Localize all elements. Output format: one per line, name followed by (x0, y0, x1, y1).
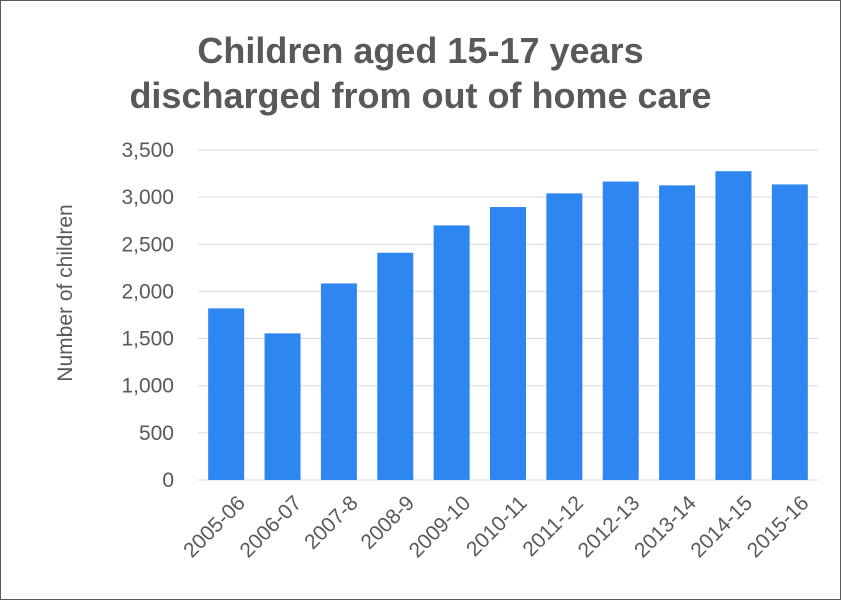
x-tick-labels: 2005-062006-072007-82008-92009-102010-11… (179, 491, 813, 562)
chart-title-line-2: discharged from out of home care (129, 75, 712, 116)
x-tick-label: 2013-14 (630, 491, 701, 562)
bar (320, 283, 357, 480)
y-tick-label: 2,000 (121, 280, 174, 303)
y-tick-label: 1,000 (121, 375, 174, 398)
y-tick-label: 3,000 (121, 186, 174, 209)
bar (490, 207, 526, 481)
bar (659, 185, 696, 480)
bar (377, 252, 414, 480)
y-axis-title: Number of children (54, 204, 77, 381)
x-tick-label: 2007-8 (300, 491, 363, 554)
y-tick-label: 1,500 (121, 328, 174, 351)
chart-title-line-1: Children aged 15-17 years (197, 30, 644, 71)
y-tick-label: 0 (162, 469, 174, 492)
y-tick-label: 500 (139, 422, 174, 445)
chart-title: Children aged 15-17 years discharged fro… (0, 28, 841, 118)
bar (602, 181, 639, 481)
x-tick-label: 2010-11 (462, 491, 532, 561)
x-tick-label: 2012-13 (574, 491, 645, 562)
bar (546, 193, 583, 480)
bar (771, 184, 808, 480)
x-tick-label: 2009-10 (405, 491, 476, 562)
x-tick-label: 2015-16 (743, 491, 814, 562)
bar (715, 171, 752, 480)
x-tick-label: 2006-07 (236, 491, 307, 562)
bar (264, 333, 301, 480)
bar (208, 308, 245, 480)
x-tick-label: 2005-06 (179, 491, 250, 562)
y-tick-labels: 0 500 1,000 1,500 2,000 2,500 3,000 3,500 (121, 139, 174, 492)
bars (208, 171, 808, 481)
y-tick-label: 3,500 (121, 139, 174, 162)
x-tick-label: 2014-15 (686, 491, 757, 562)
y-tick-label: 2,500 (121, 233, 174, 256)
bar (433, 225, 470, 480)
